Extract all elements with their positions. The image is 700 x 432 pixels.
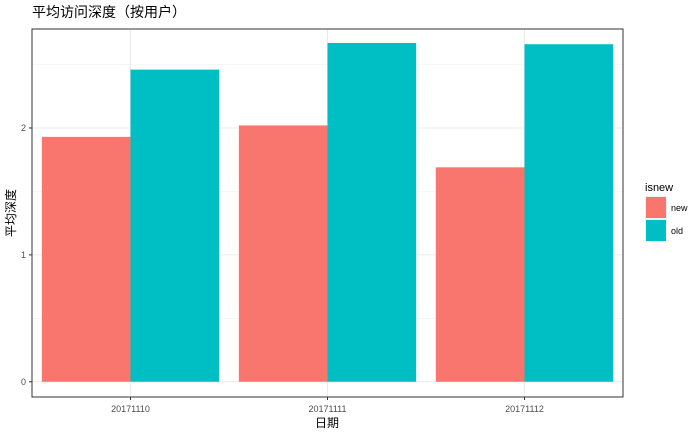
y-tick-label: 0 — [21, 377, 26, 387]
legend-label-old: old — [671, 226, 683, 236]
x-axis: 20171110 20171111 20171112 — [111, 397, 544, 414]
legend-title: isnew — [645, 182, 673, 194]
legend-label-new: new — [671, 203, 688, 213]
legend-key-new — [646, 197, 666, 218]
x-tick-label: 20171110 — [111, 404, 150, 414]
y-tick-label: 2 — [21, 123, 26, 133]
y-axis: 0 1 2 — [21, 123, 32, 387]
legend: isnew new old — [645, 182, 688, 242]
x-tick-label: 20171111 — [308, 404, 346, 414]
bar-new-20171112 — [435, 167, 525, 382]
bar-old-20171111 — [327, 42, 417, 382]
bar-new-20171111 — [238, 125, 328, 382]
bar-old-20171110 — [130, 69, 220, 382]
bars — [41, 42, 614, 382]
y-axis-title: 平均深度 — [3, 189, 18, 237]
bar-old-20171112 — [524, 44, 614, 382]
legend-key-old — [646, 220, 666, 241]
x-axis-title: 日期 — [315, 416, 339, 430]
chart-title: 平均访问深度（按用户） — [32, 4, 186, 21]
x-tick-label: 20171112 — [505, 404, 544, 414]
y-tick-label: 1 — [21, 250, 26, 260]
bar-new-20171110 — [41, 136, 131, 382]
